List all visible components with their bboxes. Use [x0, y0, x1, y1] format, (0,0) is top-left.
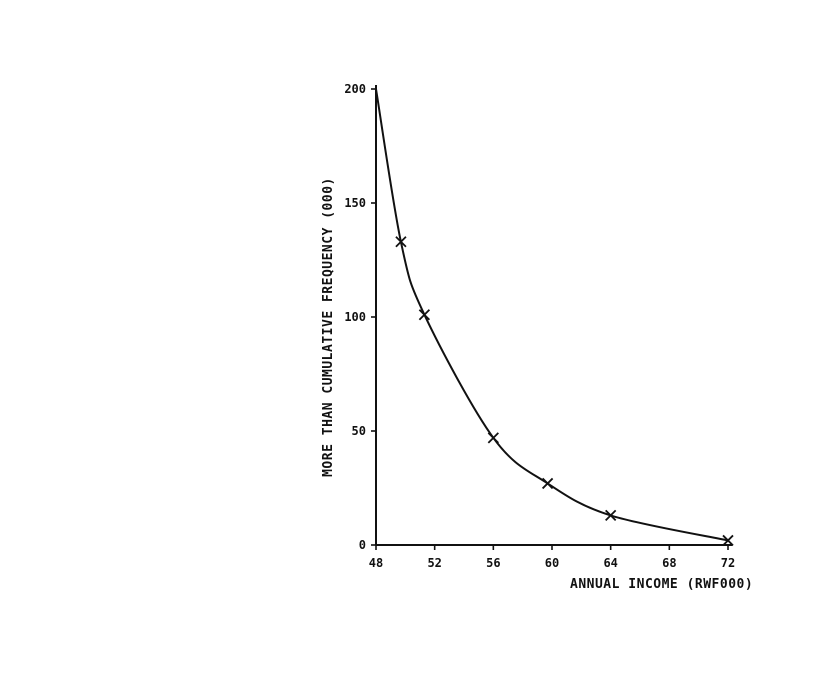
- x-axis-title: ANNUAL INCOME (RWF000): [570, 577, 753, 592]
- x-tick-label: 48: [369, 556, 383, 570]
- axes: [375, 85, 732, 546]
- data-point-marker: [541, 477, 554, 490]
- y-ticks: 0 50 100 150 200: [344, 82, 376, 552]
- y-tick-label: 150: [344, 196, 366, 210]
- y-tick-label: 200: [344, 82, 366, 96]
- data-point-marker: [487, 432, 499, 444]
- x-ticks: 48 52 56 60 64 68 72: [369, 545, 735, 570]
- y-axis-title: MORE THAN CUMULATIVE FREQUENCY (000): [321, 177, 336, 477]
- data-point-marker: [395, 236, 407, 248]
- y-tick-label: 100: [344, 310, 366, 324]
- data-point-marker: [418, 309, 431, 321]
- x-tick-label: 68: [662, 556, 676, 570]
- data-point-marker: [605, 509, 617, 521]
- x-tick-label: 64: [603, 556, 617, 570]
- ogive-curve: [375, 88, 729, 542]
- data-point-marker: [722, 534, 734, 547]
- x-tick-label: 52: [427, 556, 441, 570]
- x-tick-label: 60: [545, 556, 559, 570]
- y-tick-label: 0: [359, 538, 366, 552]
- y-tick-label: 50: [352, 424, 366, 438]
- x-tick-label: 56: [486, 556, 500, 570]
- data-markers: [395, 236, 734, 547]
- x-tick-label: 72: [721, 556, 735, 570]
